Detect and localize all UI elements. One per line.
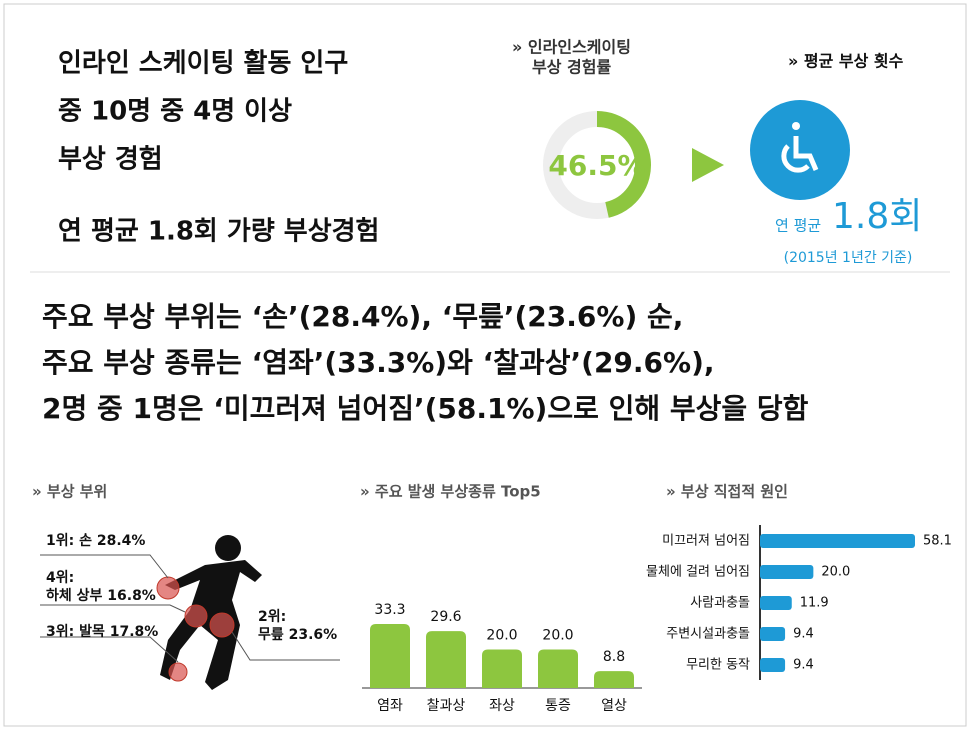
wheelchair-icon: [781, 122, 819, 173]
value-label: 11.9: [800, 596, 829, 611]
chart-title: 부상 경험률: [532, 58, 611, 77]
headline-line: 인라인 스케이팅 활동 인구: [58, 49, 348, 79]
arrow: [692, 148, 724, 182]
chart-title: » 주요 발생 부상종류 Top5: [360, 483, 541, 501]
average-note: (2015년 1년간 기준): [784, 250, 913, 266]
injury-spots: [156, 576, 235, 682]
headline-line: 중 10명 중 4명 이상: [58, 97, 292, 127]
donut-arc: [596, 111, 651, 218]
value-label: 20.0: [542, 628, 573, 644]
body-part-label: 하체 상부 16.8%: [46, 587, 156, 604]
bar: [760, 596, 792, 610]
frame: [3, 3, 967, 727]
finding-line: 2명 중 1명은 ‘미끄러져 넘어짐’(58.1%)으로 인해 부상을 당함: [42, 392, 809, 425]
leader-lines: [40, 554, 340, 663]
value-label: 9.4: [793, 658, 814, 673]
y-tick-label: 물체에 걸려 넘어짐: [646, 565, 750, 580]
body-part-label: 무릎 23.6%: [258, 627, 337, 643]
body-part-label: 3위: 발목 17.8%: [46, 623, 158, 640]
average-prefix: 연 평균: [775, 217, 821, 235]
bar: [760, 565, 814, 579]
bar: [482, 649, 522, 688]
body-part-label: 2위:: [258, 609, 286, 625]
bar: [760, 658, 786, 672]
value-label: 8.8: [603, 649, 625, 665]
donut-label: 46.5%: [548, 149, 645, 182]
finding-line: 주요 부상 부위는 ‘손’(28.4%), ‘무릎’(23.6%) 순,: [42, 300, 683, 333]
average-value: 1.8회: [832, 196, 922, 237]
x-tick-label: 열상: [601, 698, 627, 714]
body-part-label: 4위:: [46, 570, 74, 586]
value-label: 20.0: [821, 565, 850, 580]
average-title: » 평균 부상 횟수: [788, 52, 904, 71]
bar: [426, 631, 466, 688]
value-label: 9.4: [793, 627, 814, 642]
x-tick-label: 염좌: [377, 698, 403, 714]
finding-line: 주요 부상 종류는 ‘염좌’(33.3%)와 ‘찰과상’(29.6%),: [42, 346, 715, 379]
body-part-label: 1위: 손 28.4%: [46, 533, 145, 549]
chart-title: » 인라인스케이팅: [512, 38, 631, 57]
y-tick-label: 사람과충돌: [690, 596, 750, 611]
value-label: 29.6: [430, 609, 461, 625]
y-tick-label: 미끄러져 넘어짐: [662, 534, 750, 549]
chart-title: » 부상 직접적 원인: [666, 483, 788, 501]
bar: [760, 627, 786, 641]
x-tick-label: 찰과상: [427, 698, 466, 714]
y-tick-label: 무리한 동작: [686, 658, 750, 673]
bar: [538, 649, 578, 688]
value-label: 58.1: [923, 534, 952, 549]
bar: [594, 671, 634, 688]
bar: [370, 624, 410, 688]
bar: [760, 534, 915, 548]
y-tick-label: 주변시설과충돌: [666, 627, 750, 642]
body-parts-title: » 부상 부위: [32, 483, 107, 501]
value-label: 20.0: [486, 628, 517, 644]
headline-summary: 연 평균 1.8회 가량 부상경험: [58, 217, 379, 247]
x-tick-label: 통증: [545, 698, 571, 714]
headline-line: 부상 경험: [58, 145, 163, 175]
x-tick-label: 좌상: [489, 698, 515, 714]
value-label: 33.3: [374, 602, 405, 618]
icon-circle: [750, 100, 850, 200]
